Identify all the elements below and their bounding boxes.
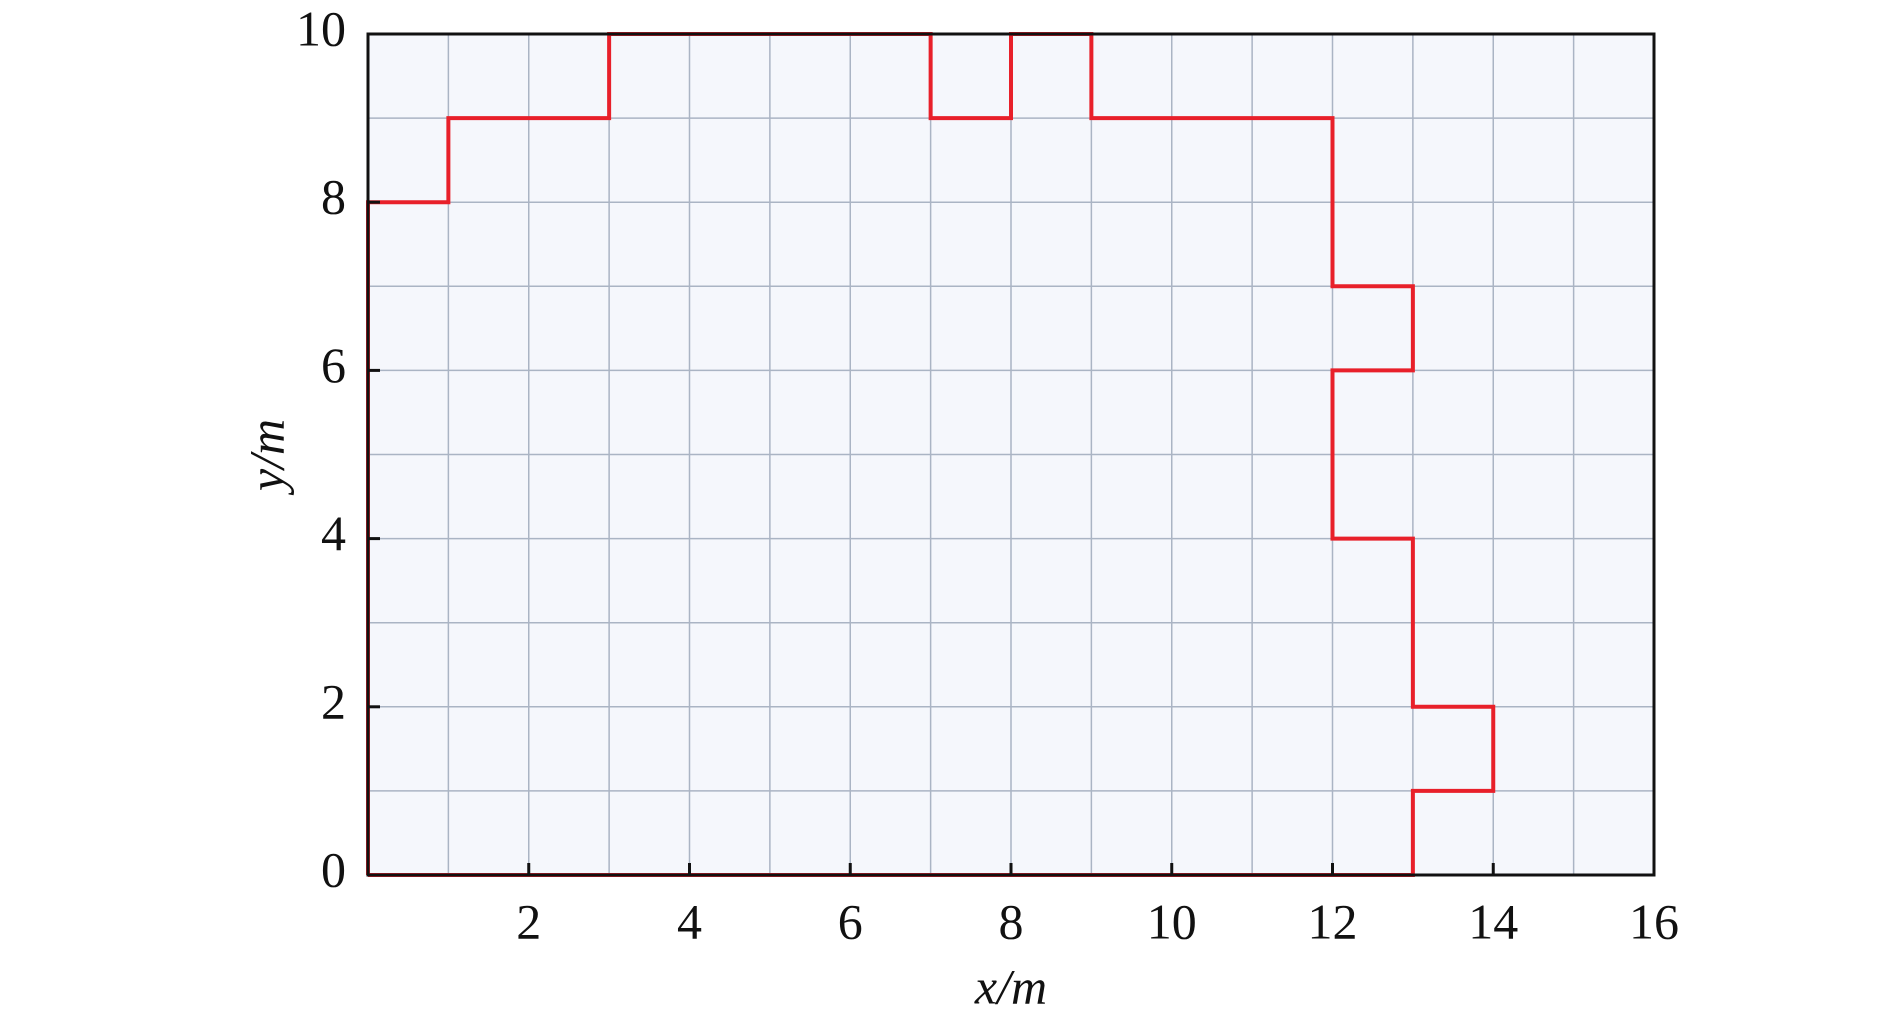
marks — [366, 32, 1496, 877]
x-tick-label: 6 — [838, 893, 863, 949]
x-tick-label: 8 — [999, 893, 1024, 949]
y-tick-label: 0 — [321, 841, 346, 897]
y-tick-label: 10 — [296, 0, 346, 56]
x-tick-label: 4 — [677, 893, 702, 949]
x-axis-label: x/m — [974, 958, 1047, 1014]
x-tick-label: 12 — [1308, 893, 1358, 949]
y-tick-label: 2 — [321, 673, 346, 729]
x-tick-label: 14 — [1468, 893, 1518, 949]
y-tick-label: 6 — [321, 337, 346, 393]
y-tick-label: 8 — [321, 169, 346, 225]
grid — [368, 34, 1654, 875]
y-tick-label: 4 — [321, 505, 346, 561]
y-axis-label: y/m — [238, 419, 294, 496]
x-tick-label: 2 — [516, 893, 541, 949]
x-tick-label: 10 — [1147, 893, 1197, 949]
x-tick-label: 16 — [1629, 893, 1679, 949]
boundary-line — [366, 32, 1496, 877]
